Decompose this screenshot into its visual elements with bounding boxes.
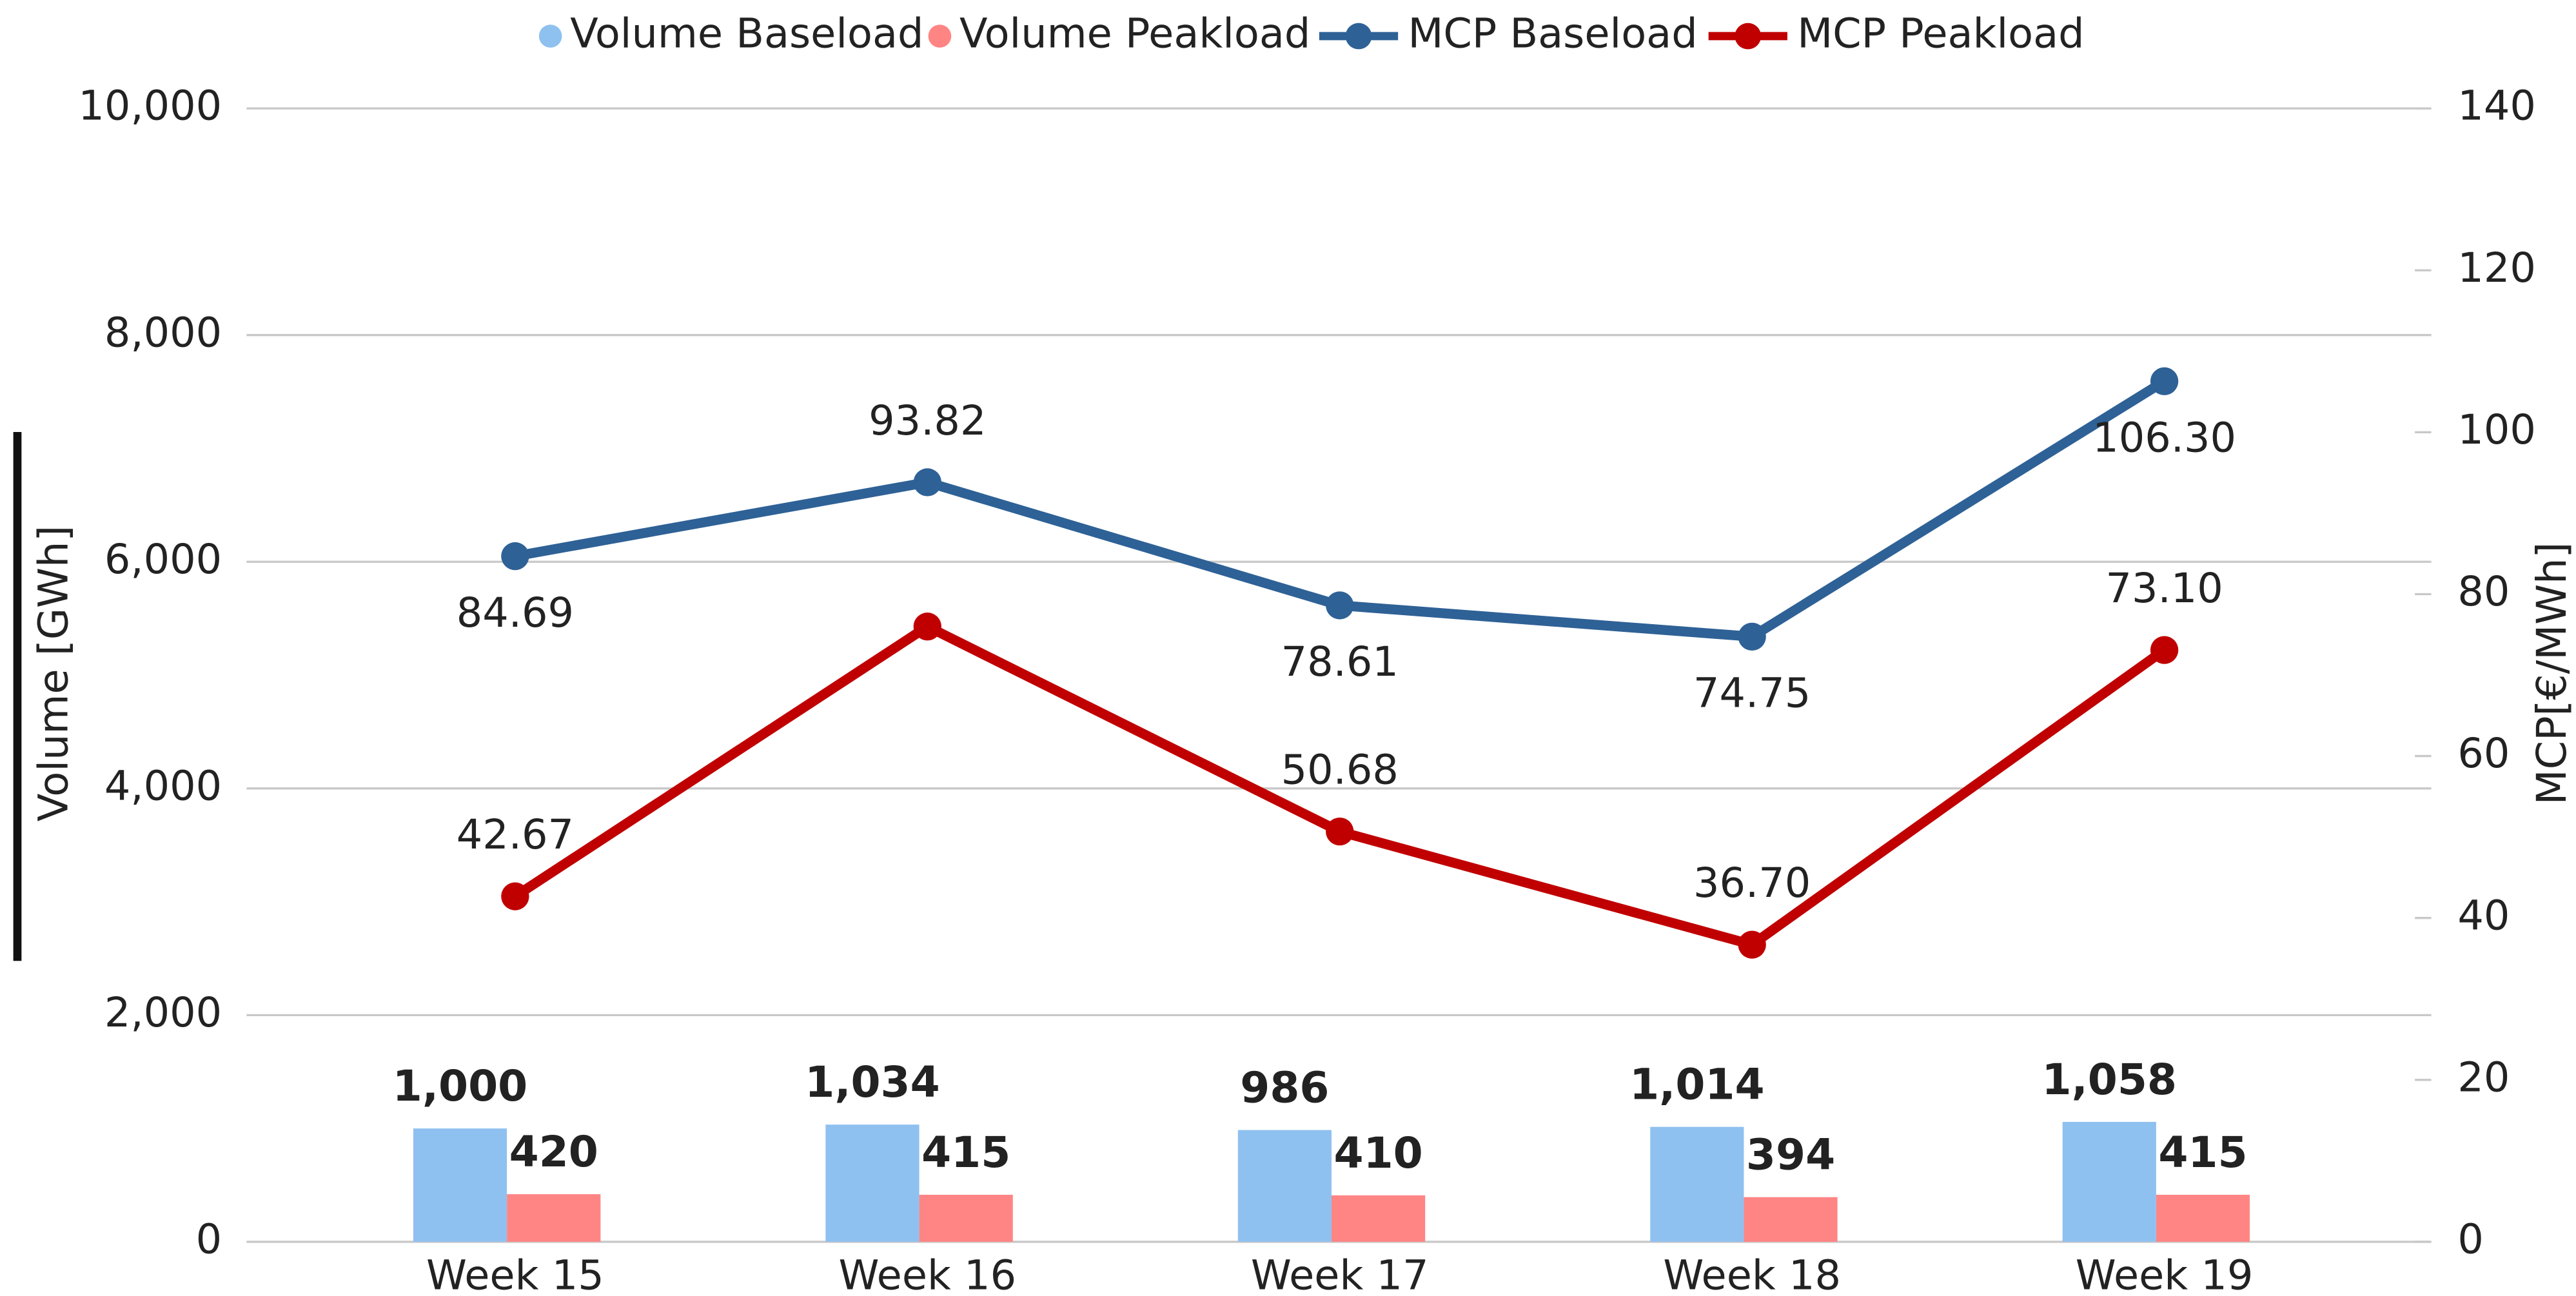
bar-value-label: 1,034 — [805, 1057, 939, 1107]
bar-value-label: 415 — [2158, 1128, 2247, 1177]
y2-axis-label: MCP[€/MWh] — [2528, 542, 2576, 805]
bar — [1650, 1126, 1744, 1242]
bar — [507, 1194, 601, 1242]
line-value-label: 36.70 — [1693, 859, 1811, 907]
legend-label: Volume Baseload — [570, 10, 923, 58]
bar-value-label: 415 — [921, 1128, 1010, 1177]
line-marker — [1738, 622, 1766, 651]
y-tick-label: 6,000 — [104, 536, 222, 584]
y2-tick-label: 80 — [2457, 568, 2510, 616]
line-value-label: 42.67 — [457, 811, 574, 859]
bar-value-label: 420 — [509, 1127, 598, 1177]
y2-tick-label: 40 — [2457, 892, 2510, 939]
line-value-label: 74.75 — [1693, 670, 1811, 718]
x-tick-label: Week 18 — [1663, 1252, 1841, 1296]
bar — [919, 1194, 1013, 1242]
line-value-label: 73.10 — [2105, 565, 2223, 613]
y2-tick-label: 100 — [2457, 406, 2536, 454]
bar — [1237, 1130, 1332, 1242]
x-tick-label: Week 15 — [426, 1252, 604, 1296]
bar-value-label: 410 — [1333, 1128, 1422, 1178]
bar — [1744, 1197, 1838, 1242]
legend-marker — [1735, 23, 1762, 50]
line-marker — [1326, 817, 1354, 846]
y-tick-label: 0 — [196, 1216, 222, 1264]
y-tick-label: 10,000 — [78, 83, 222, 130]
y-axis-label: Volume [GWh] — [30, 525, 77, 821]
line-marker — [501, 542, 529, 571]
legend-label: MCP Baseload — [1408, 10, 1697, 58]
bar-value-label: 394 — [1746, 1130, 1835, 1180]
bar — [2156, 1194, 2250, 1242]
bar-value-label: 1,014 — [1629, 1060, 1764, 1110]
y2-tick-label: 60 — [2457, 730, 2510, 778]
y-tick-label: 8,000 — [104, 309, 222, 357]
line-value-label: 84.69 — [457, 589, 574, 637]
line-marker — [2150, 367, 2179, 395]
axis-bar — [13, 432, 22, 961]
bar — [1332, 1195, 1426, 1242]
bar — [825, 1124, 919, 1242]
line-value-label: 78.61 — [1281, 638, 1399, 686]
line-marker — [1326, 591, 1354, 620]
legend-marker — [538, 25, 562, 48]
line-value-label: 50.68 — [1281, 746, 1399, 794]
x-tick-label: Week 17 — [1251, 1252, 1429, 1296]
y2-tick-label: 20 — [2457, 1054, 2510, 1101]
legend-marker — [1345, 23, 1372, 50]
bar-value-label: 1,058 — [2042, 1055, 2177, 1105]
line-value-label: 93.82 — [869, 397, 986, 445]
legend-marker — [928, 25, 952, 48]
x-tick-label: Week 19 — [2076, 1252, 2254, 1296]
y2-tick-label: 0 — [2457, 1216, 2484, 1264]
bar-value-label: 1,000 — [393, 1061, 527, 1111]
line-marker — [913, 468, 941, 496]
y2-tick-label: 140 — [2457, 83, 2536, 130]
line-marker — [501, 882, 529, 910]
bar — [2062, 1121, 2156, 1242]
bar-value-label: 986 — [1240, 1063, 1329, 1113]
line-marker — [1738, 930, 1766, 959]
y-tick-label: 2,000 — [104, 989, 222, 1037]
legend-label: Volume Peakload — [959, 10, 1310, 58]
line-value-label: 106.30 — [2092, 415, 2236, 462]
y-tick-label: 4,000 — [104, 762, 222, 810]
line-marker — [2150, 636, 2179, 664]
y2-tick-label: 120 — [2457, 244, 2536, 292]
legend-label: MCP Peakload — [1797, 10, 2084, 58]
line-marker — [913, 613, 941, 641]
x-tick-label: Week 16 — [838, 1252, 1016, 1296]
bar — [413, 1128, 507, 1242]
